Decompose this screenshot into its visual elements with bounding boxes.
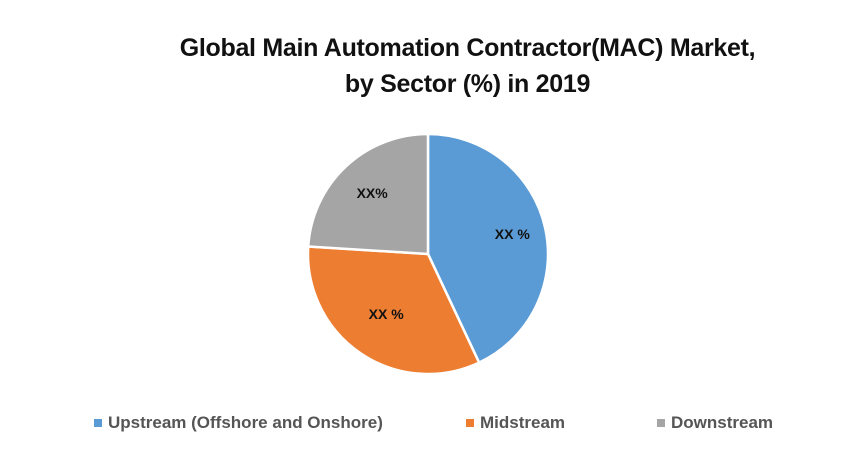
- data-label-upstream: XX %: [495, 226, 531, 242]
- legend-swatch-upstream: [94, 419, 102, 427]
- legend-swatch-downstream: [657, 419, 665, 427]
- legend-item-upstream: Upstream (Offshore and Onshore): [94, 413, 383, 433]
- pie-slice-midstream: [306, 245, 481, 376]
- legend-item-downstream: Downstream: [657, 413, 773, 433]
- legend-label-downstream: Downstream: [671, 413, 774, 432]
- pie-slice-downstream: [306, 132, 430, 256]
- chart-title-line-2: by Sector (%) in 2019: [344, 70, 591, 98]
- data-label-midstream: XX %: [369, 306, 405, 322]
- data-label-downstream: XX%: [357, 185, 389, 201]
- chart-title-line-1: Global Main Automation Contractor(MAC) M…: [179, 34, 756, 62]
- legend-label-midstream: Midstream: [480, 413, 566, 432]
- legend-swatch-midstream: [466, 419, 474, 427]
- pie-slice-upstream: [426, 132, 550, 364]
- legend: Upstream (Offshore and Onshore) Midstrea…: [0, 413, 855, 437]
- legend-item-midstream: Midstream: [466, 413, 565, 433]
- legend-label-upstream: Upstream (Offshore and Onshore): [108, 413, 383, 432]
